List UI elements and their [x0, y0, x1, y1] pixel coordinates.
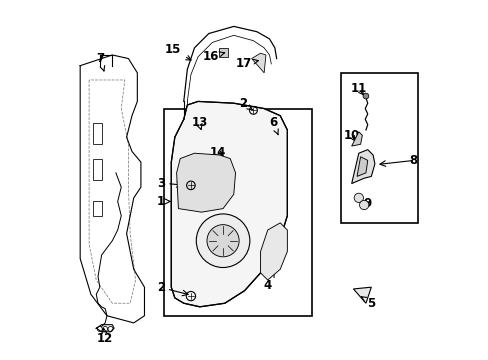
Circle shape	[353, 193, 363, 203]
Polygon shape	[260, 223, 287, 280]
Text: 5: 5	[361, 297, 375, 310]
Text: 13: 13	[191, 116, 207, 129]
Bar	[93, 123, 102, 144]
Text: 12: 12	[97, 328, 113, 346]
Text: 15: 15	[164, 43, 191, 60]
Polygon shape	[351, 150, 374, 184]
Text: 9: 9	[363, 197, 371, 210]
Polygon shape	[251, 53, 265, 73]
Bar	[164, 109, 312, 316]
Circle shape	[230, 132, 239, 141]
Text: 7: 7	[96, 52, 104, 71]
Bar	[93, 158, 102, 180]
Text: 2: 2	[157, 281, 165, 294]
Polygon shape	[351, 132, 362, 146]
Circle shape	[359, 201, 368, 210]
Polygon shape	[224, 155, 231, 160]
Circle shape	[206, 225, 239, 257]
Text: 10: 10	[343, 129, 359, 142]
Bar	[340, 73, 417, 223]
Text: 8: 8	[408, 154, 417, 167]
Polygon shape	[176, 153, 235, 212]
Polygon shape	[353, 287, 370, 303]
Text: 4: 4	[263, 272, 273, 292]
Polygon shape	[356, 157, 367, 176]
Bar	[93, 202, 102, 216]
Text: 6: 6	[268, 116, 278, 135]
Circle shape	[196, 214, 249, 267]
Polygon shape	[171, 102, 287, 307]
Text: 14: 14	[209, 146, 225, 159]
Text: 11: 11	[350, 82, 366, 95]
Text: 3: 3	[157, 177, 165, 190]
Circle shape	[363, 93, 368, 99]
Text: 1: 1	[157, 195, 165, 208]
Text: 16: 16	[202, 50, 224, 63]
Text: 2: 2	[238, 97, 252, 110]
Polygon shape	[219, 48, 228, 57]
Circle shape	[176, 132, 185, 141]
Bar	[180, 132, 235, 141]
Text: 17: 17	[235, 57, 258, 71]
